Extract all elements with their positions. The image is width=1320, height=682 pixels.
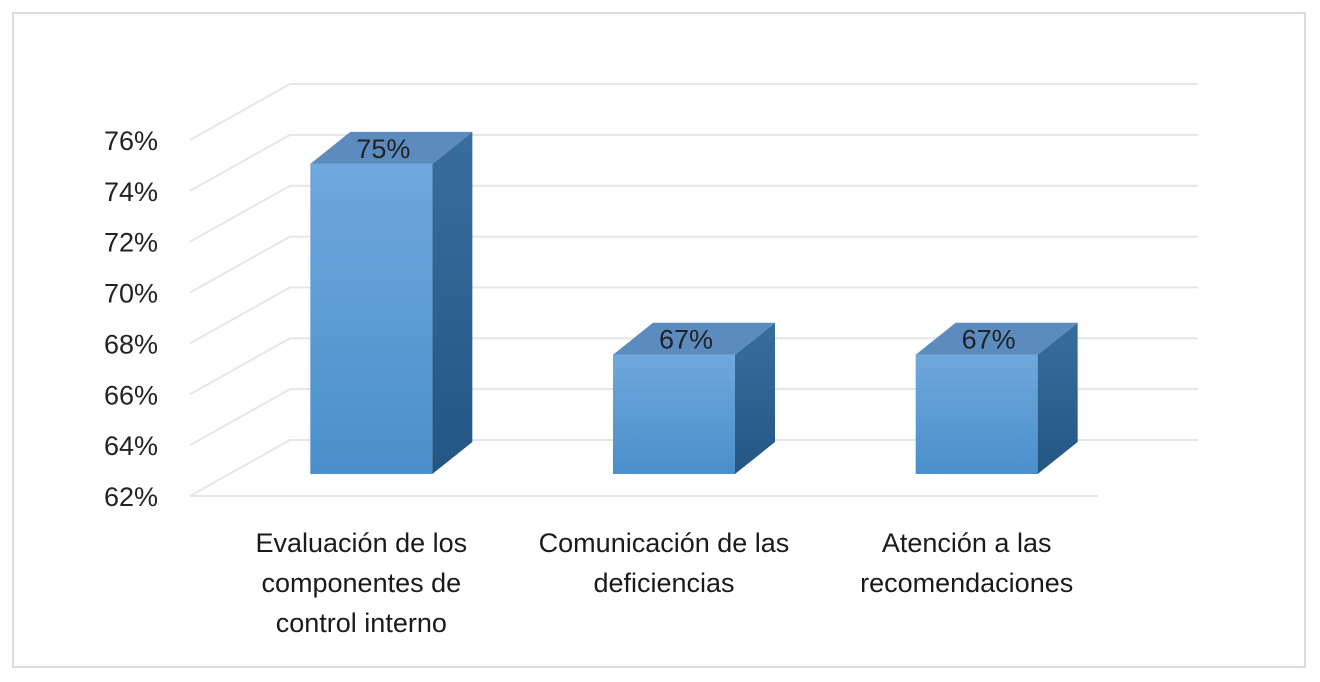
bar-side <box>432 131 473 474</box>
bar <box>310 131 473 474</box>
bar-front <box>915 354 1038 474</box>
x-category-label: Atención a las <box>882 528 1052 558</box>
x-category-label: componentes de <box>262 568 462 598</box>
data-label: 67% <box>962 325 1016 355</box>
bar-top <box>915 322 1078 355</box>
x-category-label: recomendaciones <box>860 568 1073 598</box>
gridline <box>189 235 1198 294</box>
y-tick-label: 62% <box>104 482 158 512</box>
bars <box>310 131 1078 474</box>
bar-top <box>613 322 775 355</box>
gridline <box>189 286 1198 345</box>
y-tick-label: 68% <box>104 329 158 359</box>
y-axis: 62% 64% 66% 68% 70% 72% 74% 76% <box>104 126 158 512</box>
y-tick-label: 76% <box>104 126 158 156</box>
x-category-label: Comunicación de las <box>539 528 790 558</box>
y-tick-label: 72% <box>104 228 158 258</box>
gridline <box>189 439 1198 497</box>
data-labels: 75% 67% 67% <box>356 134 1015 355</box>
gridlines <box>189 83 1198 497</box>
bar-side <box>1037 322 1078 474</box>
gridline <box>189 133 1198 192</box>
gridline <box>189 388 1198 447</box>
bar <box>915 322 1078 474</box>
data-label: 67% <box>659 325 713 355</box>
data-label: 75% <box>356 134 410 164</box>
bar-top <box>310 131 473 164</box>
x-axis: Evaluación de los componentes de control i… <box>256 528 1074 638</box>
bar-front <box>310 163 433 474</box>
gridline <box>189 184 1198 243</box>
x-category-label: control interno <box>276 608 447 638</box>
x-category-label: Evaluación de los <box>256 528 468 558</box>
bar <box>613 322 775 474</box>
gridline <box>189 83 1198 141</box>
x-category-label: deficiencias <box>593 568 734 598</box>
y-tick-label: 66% <box>104 380 158 410</box>
bar-front <box>613 354 735 474</box>
y-tick-label: 74% <box>104 177 158 207</box>
bar-side <box>735 322 775 474</box>
y-tick-label: 64% <box>104 431 158 461</box>
y-tick-label: 70% <box>104 279 158 309</box>
gridline <box>189 337 1198 396</box>
